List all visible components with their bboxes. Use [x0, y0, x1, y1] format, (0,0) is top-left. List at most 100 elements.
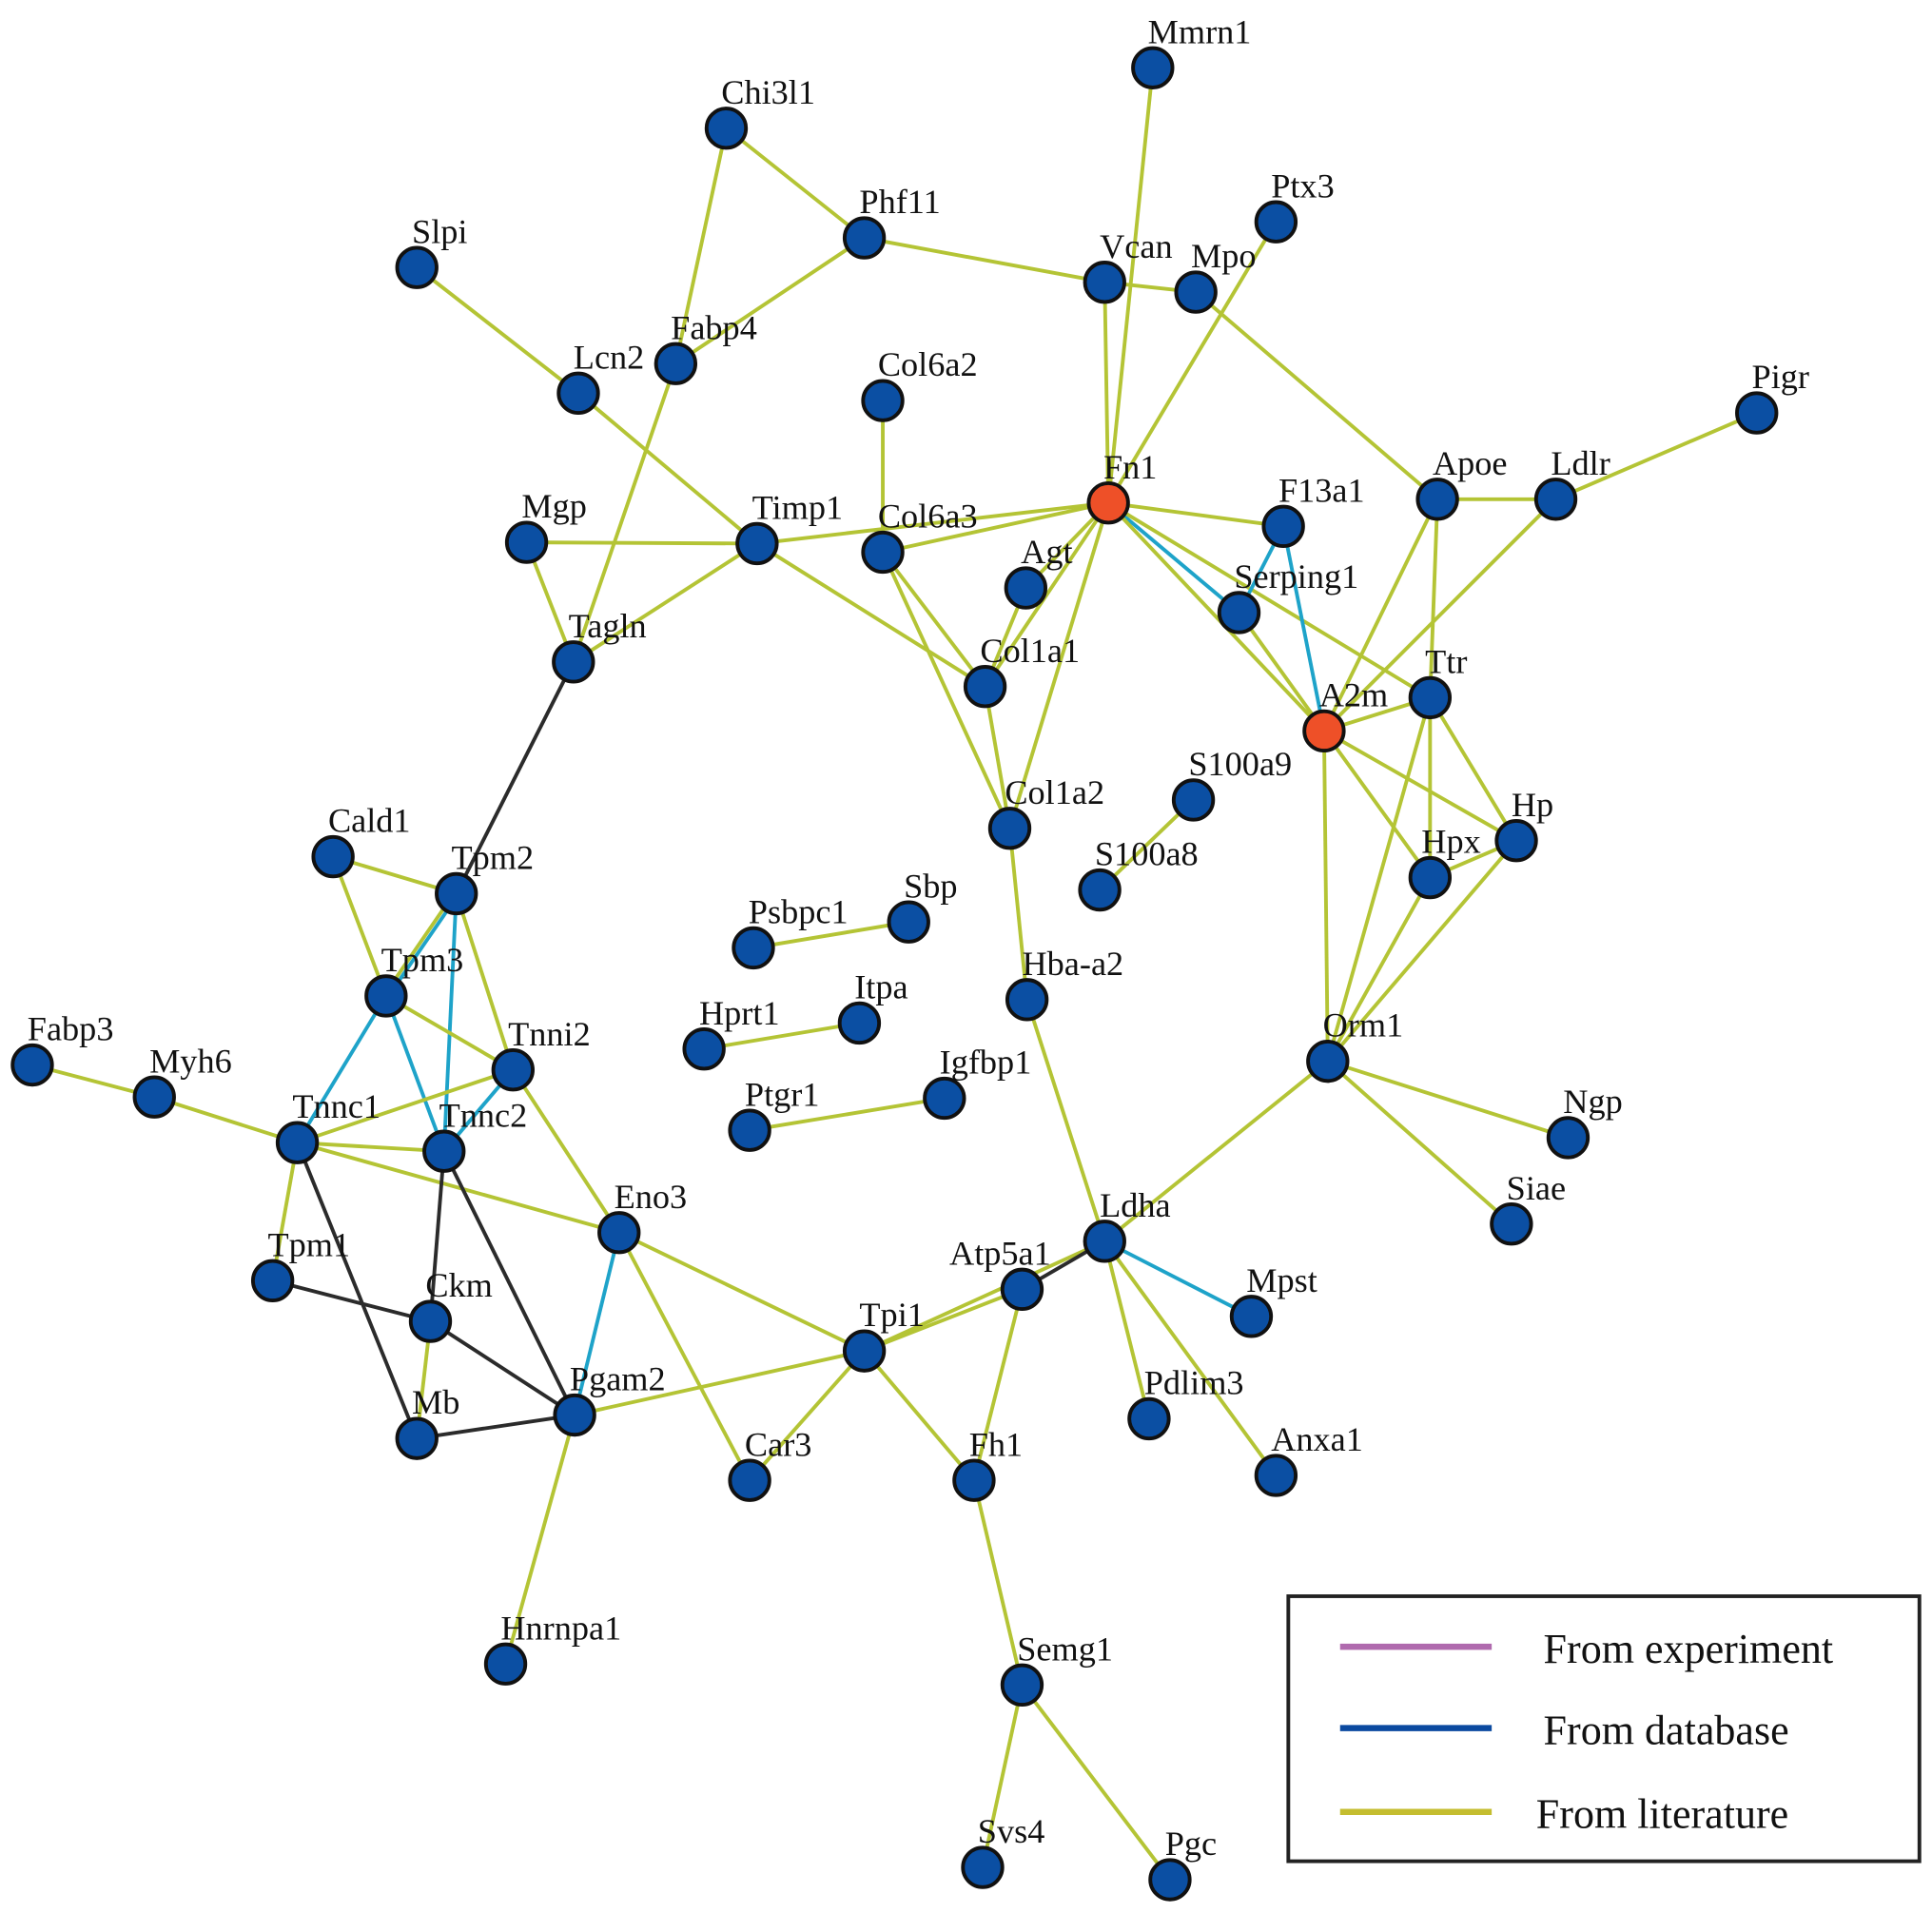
node-circle[interactable]	[311, 834, 355, 879]
node-circle[interactable]	[728, 1108, 771, 1152]
node-circle[interactable]	[654, 342, 698, 385]
node-col1a2[interactable]: Col1a2	[987, 773, 1104, 850]
node-ckm[interactable]: Ckm	[408, 1266, 493, 1343]
node-fh1[interactable]: Fh1	[952, 1425, 1023, 1502]
node-tnnc2[interactable]: Tnnc2	[422, 1096, 527, 1173]
node-mpo[interactable]: Mpo	[1174, 237, 1256, 314]
node-timp1[interactable]: Timp1	[735, 489, 843, 566]
node-circle[interactable]	[132, 1075, 176, 1119]
node-pdlim3[interactable]: Pdlim3	[1127, 1363, 1244, 1441]
node-circle[interactable]	[1254, 200, 1298, 244]
node-circle[interactable]	[837, 1001, 882, 1045]
node-circle[interactable]	[961, 1845, 1005, 1889]
node-circle[interactable]	[861, 379, 905, 422]
node-circle[interactable]	[728, 1458, 771, 1502]
node-circle[interactable]	[556, 371, 600, 416]
node-ptx3[interactable]: Ptx3	[1254, 166, 1335, 244]
node-circle[interactable]	[842, 216, 887, 260]
node-circle[interactable]	[1171, 778, 1216, 822]
node-col6a3[interactable]: Col6a3	[861, 498, 978, 575]
node-circle[interactable]	[1127, 1396, 1171, 1441]
node-chi3l1[interactable]: Chi3l1	[704, 73, 815, 150]
node-circle[interactable]	[952, 1458, 996, 1502]
node-circle[interactable]	[887, 900, 930, 944]
node-agt[interactable]: Agt	[1004, 533, 1073, 610]
node-circle[interactable]	[504, 520, 549, 564]
node-circle[interactable]	[10, 1043, 54, 1087]
node-phf11[interactable]: Phf11	[842, 183, 941, 260]
node-eno3[interactable]: Eno3	[597, 1178, 687, 1255]
node-circle[interactable]	[553, 1393, 596, 1437]
node-fn1[interactable]: Fn1	[1086, 448, 1157, 525]
node-hnrnpa1[interactable]: Hnrnpa1	[483, 1609, 621, 1686]
node-circle[interactable]	[1261, 504, 1305, 548]
node-circle[interactable]	[250, 1259, 295, 1302]
node-circle[interactable]	[1229, 1295, 1274, 1338]
node-circle[interactable]	[1254, 1454, 1298, 1497]
node-circle[interactable]	[483, 1642, 528, 1686]
node-circle[interactable]	[1302, 709, 1346, 753]
node-circle[interactable]	[1131, 46, 1175, 89]
node-circle[interactable]	[1078, 868, 1122, 912]
node-circle[interactable]	[735, 521, 779, 566]
node-circle[interactable]	[1306, 1039, 1350, 1083]
node-circle[interactable]	[861, 530, 905, 575]
node-circle[interactable]	[364, 974, 408, 1018]
node-atp5a1[interactable]: Atp5a1	[949, 1234, 1051, 1312]
node-ngp[interactable]: Ngp	[1546, 1083, 1623, 1160]
node-s100a8[interactable]: S100a8	[1078, 835, 1199, 912]
node-mgp[interactable]: Mgp	[504, 487, 587, 564]
node-vcan[interactable]: Vcan	[1083, 227, 1173, 304]
node-circle[interactable]	[1000, 1267, 1044, 1312]
node-fabp3[interactable]: Fabp3	[10, 1010, 113, 1087]
node-circle[interactable]	[1415, 478, 1459, 521]
node-tnnc1[interactable]: Tnnc1	[275, 1087, 381, 1164]
node-mpst[interactable]: Mpst	[1229, 1261, 1317, 1338]
node-circle[interactable]	[1174, 270, 1218, 314]
node-hprt1[interactable]: Hprt1	[682, 994, 780, 1071]
node-circle[interactable]	[842, 1329, 887, 1373]
node-circle[interactable]	[963, 665, 1007, 709]
node-orm1[interactable]: Orm1	[1306, 1006, 1403, 1083]
node-circle[interactable]	[1086, 480, 1130, 525]
node-hpx[interactable]: Hpx	[1408, 823, 1481, 900]
node-tpm2[interactable]: Tpm2	[435, 839, 534, 916]
node-circle[interactable]	[1490, 1202, 1533, 1246]
node-car3[interactable]: Car3	[728, 1425, 811, 1502]
node-hba-a2[interactable]: Hba-a2	[1005, 945, 1123, 1022]
node-ldha[interactable]: Ldha	[1083, 1186, 1171, 1263]
node-circle[interactable]	[1148, 1858, 1192, 1902]
node-circle[interactable]	[1083, 1220, 1126, 1263]
node-ptgr1[interactable]: Ptgr1	[728, 1075, 820, 1152]
node-anxa1[interactable]: Anxa1	[1254, 1420, 1363, 1497]
node-circle[interactable]	[1000, 1663, 1044, 1707]
node-circle[interactable]	[732, 926, 775, 970]
node-tagln[interactable]: Tagln	[552, 607, 647, 684]
node-lcn2[interactable]: Lcn2	[556, 338, 644, 416]
node-circle[interactable]	[1408, 855, 1453, 900]
node-tnni2[interactable]: Tnni2	[491, 1015, 591, 1092]
node-tpm1[interactable]: Tpm1	[250, 1225, 350, 1302]
node-circle[interactable]	[395, 245, 439, 289]
node-circle[interactable]	[1546, 1116, 1590, 1160]
node-itpa[interactable]: Itpa	[837, 968, 908, 1045]
node-mmrn1[interactable]: Mmrn1	[1131, 12, 1251, 89]
node-pgam2[interactable]: Pgam2	[553, 1360, 666, 1437]
node-igfbp1[interactable]: Igfbp1	[923, 1044, 1031, 1121]
node-circle[interactable]	[923, 1076, 966, 1121]
node-svs4[interactable]: Svs4	[961, 1812, 1044, 1889]
node-circle[interactable]	[395, 1416, 439, 1460]
node-circle[interactable]	[435, 871, 478, 916]
node-circle[interactable]	[275, 1121, 320, 1164]
node-circle[interactable]	[1005, 978, 1049, 1022]
node-semg1[interactable]: Semg1	[1000, 1630, 1113, 1707]
node-psbpc1[interactable]: Psbpc1	[732, 893, 849, 970]
node-sbp[interactable]: Sbp	[887, 867, 958, 944]
node-fabp4[interactable]: Fabp4	[654, 308, 757, 385]
node-cald1[interactable]: Cald1	[311, 802, 411, 879]
node-apoe[interactable]: Apoe	[1415, 444, 1508, 521]
node-ldlr[interactable]: Ldlr	[1533, 444, 1610, 521]
node-a2m[interactable]: A2m	[1302, 675, 1388, 753]
node-pgc[interactable]: Pgc	[1148, 1825, 1217, 1902]
node-col6a2[interactable]: Col6a2	[861, 345, 978, 422]
